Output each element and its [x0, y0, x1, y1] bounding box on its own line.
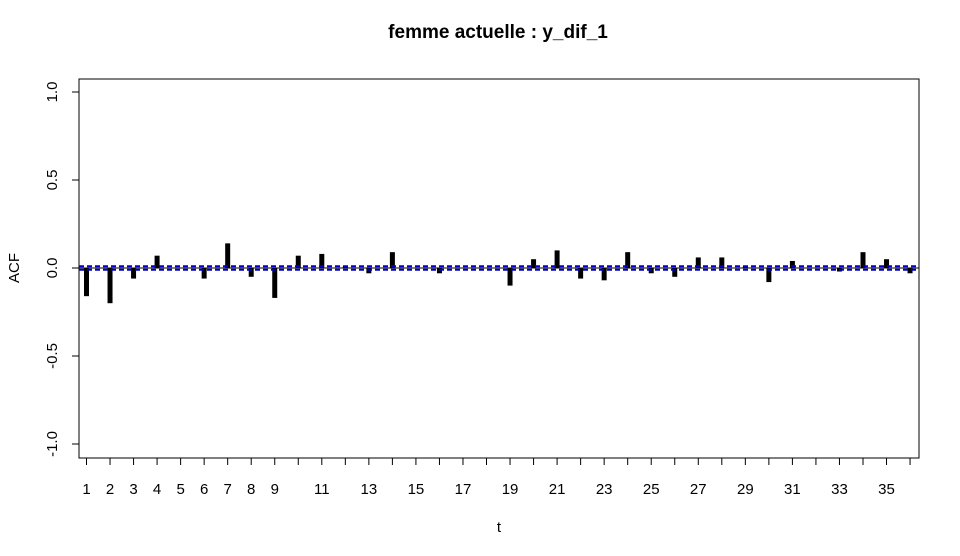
y-tick-label: -0.5 — [44, 343, 61, 369]
y-axis-label: ACF — [6, 253, 23, 283]
x-tick-label: 8 — [247, 481, 255, 498]
x-tick-label: 27 — [690, 481, 707, 498]
x-tick-label: 15 — [408, 481, 425, 498]
x-tick-label: 23 — [596, 481, 613, 498]
reference-lines — [79, 265, 919, 271]
y-tick-label: 1.0 — [44, 82, 61, 103]
x-tick-label: 6 — [200, 481, 208, 498]
x-tick-label: 4 — [153, 481, 161, 498]
chart-title: femme actuelle : y_dif_1 — [388, 22, 608, 43]
y-axis: -1.0 -0.5 0.0 0.5 1.0 — [44, 82, 79, 457]
x-tick-label: 29 — [737, 481, 754, 498]
x-tick-label: 11 — [314, 481, 330, 498]
x-tick-label: 33 — [831, 481, 848, 498]
y-tick-label: 0.0 — [44, 258, 61, 279]
x-tick-label: 9 — [271, 481, 279, 498]
x-tick-label: 3 — [129, 481, 137, 498]
x-tick-label: 13 — [361, 481, 378, 498]
y-tick-label: 0.5 — [44, 170, 61, 191]
x-tick-label: 5 — [176, 481, 184, 498]
y-tick-label: -1.0 — [44, 431, 61, 457]
x-axis-label: t — [497, 519, 502, 536]
x-tick-label: 17 — [455, 481, 472, 498]
x-tick-label: 25 — [643, 481, 660, 498]
x-axis: 1 2 3 4 5 6 7 8 9 11 13 15 17 19 21 23 25 27 29 31 33 35 — [82, 458, 911, 498]
x-tick-label: 21 — [549, 481, 566, 498]
x-tick-label: 35 — [878, 481, 895, 498]
x-tick-label: 7 — [224, 481, 232, 498]
x-tick-label: 31 — [784, 481, 801, 498]
x-tick-label: 1 — [82, 481, 90, 498]
x-tick-label: 2 — [106, 481, 114, 498]
x-tick-label: 19 — [502, 481, 519, 498]
acf-bars — [84, 243, 913, 304]
